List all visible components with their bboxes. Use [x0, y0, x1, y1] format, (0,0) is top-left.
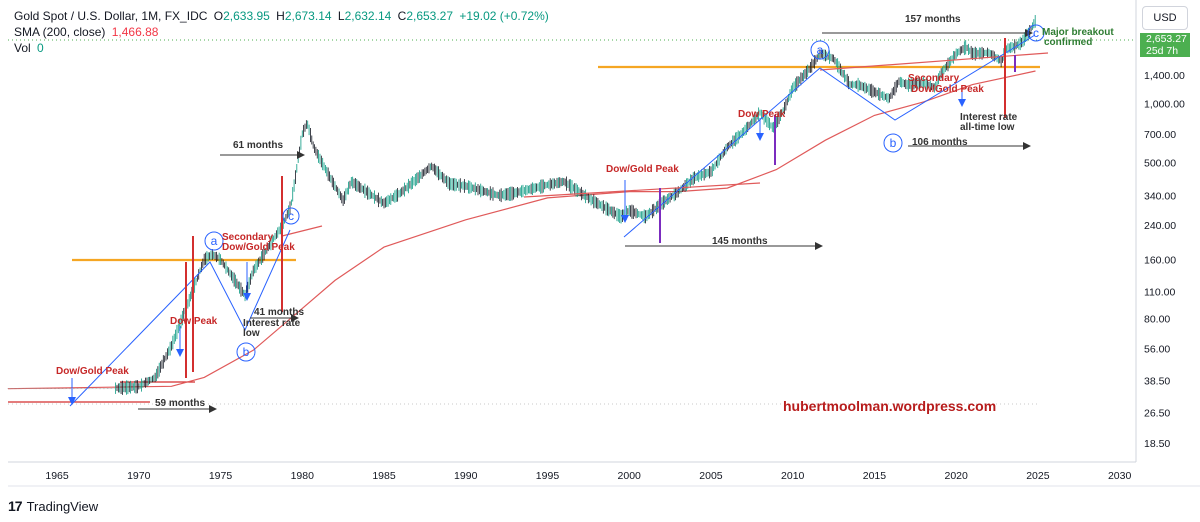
text-dowgold-2000: Dow/Gold Peak	[606, 164, 679, 175]
price-tick-label: 56.00	[1144, 344, 1170, 356]
time-tick-label: 1990	[454, 470, 478, 482]
vol-legend[interactable]: Vol 0	[14, 41, 47, 55]
time-axis-ticks: 1965 1970 1975 1980 1985 1990 1995 2000 2005 2010…	[45, 470, 1131, 482]
svg-text:c: c	[288, 209, 294, 223]
text-interest-right-2: all-time low	[960, 122, 1015, 133]
high-value: 2,673.14	[284, 9, 332, 23]
price-tick-label: 1,400.00	[1144, 70, 1185, 82]
trendline-1993-2008	[523, 182, 761, 198]
time-tick-label: 1995	[536, 470, 560, 482]
open-value: 2,633.95	[223, 9, 270, 23]
price-tick-label: 38.50	[1144, 376, 1170, 388]
price-tick-label: 240.00	[1144, 220, 1176, 232]
text-secondary-right: Secondary	[908, 73, 960, 84]
change-value: +19.02 (+0.72%)	[459, 9, 549, 23]
time-tick-label: 1975	[209, 470, 233, 482]
price-tick-label: 340.00	[1144, 190, 1176, 202]
svg-text:b: b	[890, 136, 897, 150]
price-axis-ticks: 2,000.001,400.001,000.00700.00500.00340.…	[1144, 40, 1185, 450]
sma-label: SMA (200, close)	[14, 25, 106, 39]
text-secondary-left-2: Dow/Gold Peak	[222, 242, 295, 253]
text-dow-peak-left: Dow Peak	[170, 316, 218, 327]
time-tick-label: 1965	[45, 470, 69, 482]
close-label: C	[397, 9, 407, 23]
text-secondary-left: Secondary	[222, 232, 274, 243]
text-interest-right: Interest rate	[960, 112, 1018, 123]
countdown-value: 25d 7h	[1146, 45, 1179, 57]
low-label: L	[337, 9, 345, 23]
vol-label: Vol	[14, 41, 31, 55]
time-tick-label: 2020	[944, 470, 968, 482]
text-dowgold-1966: Dow/Gold Peak	[56, 366, 129, 377]
time-tick-label: 2030	[1108, 470, 1132, 482]
high-label: H	[276, 9, 285, 23]
price-tick-label: 700.00	[1144, 129, 1176, 141]
sma-line	[7, 70, 1036, 390]
label-b-right: b	[883, 133, 903, 153]
tradingview-icon: 17	[8, 498, 23, 514]
text-major-breakout-2: confirmed	[1044, 37, 1092, 48]
vol-value: 0	[37, 41, 44, 55]
svg-text:a: a	[211, 234, 218, 248]
price-tick-label: 160.00	[1144, 254, 1176, 266]
close-value: 2,653.27	[406, 9, 454, 23]
open-label: O	[213, 9, 224, 23]
text-41-months: 41 months	[254, 307, 304, 318]
price-tick-label: 26.50	[1144, 407, 1170, 419]
time-tick-label: 2015	[863, 470, 887, 482]
text-145-months: 145 months	[712, 236, 768, 247]
tradingview-logo[interactable]: 17 TradingView	[8, 498, 98, 514]
svg-text:c: c	[1033, 26, 1039, 40]
text-secondary-right-2: Dow/Gold Peak	[911, 84, 984, 95]
sma-value: 1,466.88	[111, 25, 159, 39]
label-b-left: b	[236, 342, 256, 362]
text-major-breakout: Major breakout	[1042, 27, 1114, 38]
price-tick-label: 80.00	[1144, 313, 1170, 325]
text-interest-left: Interest rate	[243, 318, 301, 329]
svg-text:a: a	[817, 43, 824, 57]
low-value: 2,632.14	[344, 9, 392, 23]
trendline-2011-2024	[819, 52, 1049, 71]
time-tick-label: 2005	[699, 470, 723, 482]
last-price-tag: 2,653.27 25d 7h	[1140, 33, 1190, 57]
symbol-title: Gold Spot / U.S. Dollar, 1M, FX_IDC	[14, 9, 208, 23]
sma-legend[interactable]: SMA (200, close) 1,466.88	[14, 25, 161, 39]
time-tick-label: 2000	[618, 470, 642, 482]
abc-path-2000s	[623, 34, 1036, 238]
time-tick-label: 1980	[291, 470, 315, 482]
last-price-value: 2,653.27	[1146, 33, 1187, 45]
symbol-legend[interactable]: Gold Spot / U.S. Dollar, 1M, FX_IDC O2,6…	[14, 9, 552, 23]
text-interest-left-2: low	[243, 328, 260, 339]
price-axis-pane[interactable]	[1136, 0, 1200, 486]
svg-text:b: b	[243, 345, 250, 359]
label-c-right: c	[1027, 24, 1045, 42]
label-a-left: a	[204, 231, 224, 251]
abc-path-1970s	[69, 229, 291, 407]
text-61-months: 61 months	[233, 140, 283, 151]
currency-button[interactable]: USD	[1142, 6, 1188, 30]
trendline-1979-1981	[281, 225, 323, 237]
time-tick-label: 2010	[781, 470, 805, 482]
time-tick-label: 1985	[372, 470, 396, 482]
text-157-months: 157 months	[905, 14, 961, 25]
label-a-right: a	[810, 40, 830, 60]
watermark-text: hubertmoolman.wordpress.com	[783, 398, 996, 414]
text-106-months: 106 months	[912, 137, 968, 148]
text-59-months: 59 months	[155, 398, 205, 409]
price-tick-label: 1,000.00	[1144, 99, 1185, 111]
text-dow-peak-right: Dow Peak	[738, 109, 786, 120]
time-tick-label: 1970	[127, 470, 151, 482]
price-tick-label: 500.00	[1144, 158, 1176, 170]
price-tick-label: 18.50	[1144, 438, 1170, 450]
time-tick-label: 2025	[1026, 470, 1050, 482]
label-c-left: c	[282, 207, 300, 225]
tradingview-label: TradingView	[26, 498, 99, 514]
price-tick-label: 110.00	[1144, 286, 1175, 298]
